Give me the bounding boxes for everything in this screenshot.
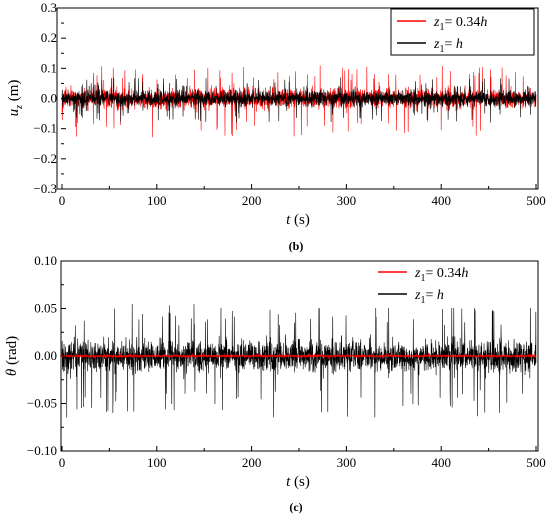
y-tick-label: 0.10 xyxy=(34,253,57,268)
panel-b-ticks: 0 100 200 300 400 500 0.3 0.2 0.1 0.0 −0.1 −0.2 −0.3 xyxy=(33,0,545,208)
x-tick-label: 500 xyxy=(526,193,546,208)
panel-b: 0 100 200 300 400 500 0.3 0.2 0.1 0.0 −0.1 −0.2 −0.3… xyxy=(6,0,546,253)
x-tick-label: 300 xyxy=(337,193,357,208)
panel-b-frame xyxy=(56,7,539,190)
panel-b-xlabel: t (s) xyxy=(286,212,310,228)
panel-c-legend-label-0: z1= 0.34h xyxy=(414,266,468,284)
panel-c-legend-bg xyxy=(372,262,532,308)
y-tick-label: −0.3 xyxy=(33,181,57,196)
panel-c-ticks: 0 100 200 300 400 500 0.10 0.05 0.00 −0.05 −0.10 xyxy=(27,253,546,470)
panel-b-caption: (b) xyxy=(289,239,304,253)
x-tick-label: 400 xyxy=(431,193,451,208)
x-tick-label: 300 xyxy=(337,455,357,470)
y-tick-label: 0.0 xyxy=(41,91,57,106)
panel-c-legend-label-1: z1= h xyxy=(414,288,444,306)
panel-b-ylabel: uz (m) xyxy=(6,80,25,117)
series-line-0 xyxy=(61,303,537,418)
y-tick-label: −0.10 xyxy=(27,443,57,458)
x-tick-label: 100 xyxy=(147,455,167,470)
y-tick-label: 0.3 xyxy=(41,0,57,15)
panel-c-traces xyxy=(61,303,537,418)
x-tick-label: 400 xyxy=(431,455,451,470)
panel-c-caption: (c) xyxy=(289,500,302,514)
y-tick-label: 0.2 xyxy=(41,30,57,45)
y-tick-label: −0.1 xyxy=(33,121,57,136)
panel-b-legend-label-1: z1= h xyxy=(433,37,463,55)
y-tick-label: −0.05 xyxy=(27,396,57,411)
x-tick-label: 100 xyxy=(147,193,167,208)
panel-b-legend-box xyxy=(390,8,535,56)
y-tick-label: 0.1 xyxy=(41,60,57,75)
panel-c-ylabel: θ (rad) xyxy=(4,336,20,376)
panel-c-xlabel: t (s) xyxy=(286,474,310,490)
panel-c-legend: z1= 0.34h z1= h xyxy=(372,262,532,308)
panel-c: 0 100 200 300 400 500 0.10 0.05 0.00 −0.05 −0.10 θ… xyxy=(4,253,546,514)
y-tick-label: −0.2 xyxy=(33,151,57,166)
x-tick-label: 0 xyxy=(59,455,66,470)
panel-b-legend: z1= 0.34h z1= h xyxy=(390,8,535,56)
panel-b-traces xyxy=(61,65,537,138)
series-line-1 xyxy=(61,352,537,360)
x-tick-label: 500 xyxy=(526,455,546,470)
series-line-1 xyxy=(61,77,537,123)
panel-b-legend-label-0: z1= 0.34h xyxy=(433,15,487,33)
x-tick-label: 200 xyxy=(242,193,262,208)
x-tick-label: 0 xyxy=(59,193,66,208)
y-tick-label: 0.05 xyxy=(34,301,57,316)
y-tick-label: 0.00 xyxy=(34,348,57,363)
x-tick-label: 200 xyxy=(242,455,262,470)
